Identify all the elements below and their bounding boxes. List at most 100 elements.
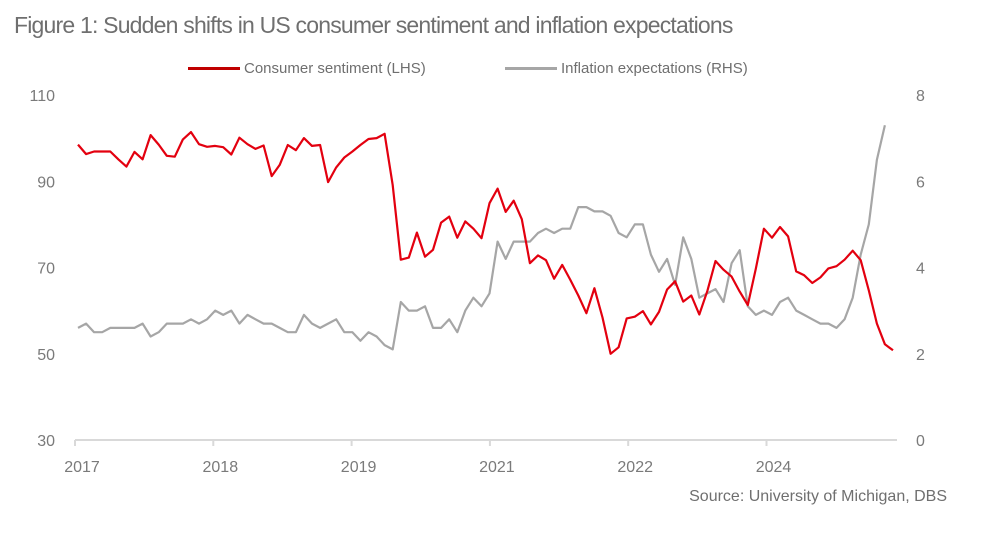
inflation-point	[149, 335, 151, 337]
inflation-point	[521, 240, 523, 242]
inflation-point	[626, 236, 628, 238]
inflation-point	[827, 322, 829, 324]
x-tick-label: 2022	[617, 459, 653, 476]
inflation-point	[93, 331, 95, 333]
sentiment-point	[706, 290, 708, 292]
inflation-point	[85, 322, 87, 324]
inflation-point	[771, 314, 773, 316]
sentiment-point	[634, 315, 636, 317]
sentiment-point	[109, 150, 111, 152]
sentiment-point	[400, 259, 402, 261]
sentiment-point	[246, 143, 248, 145]
inflation-point	[303, 314, 305, 316]
sentiment-point	[287, 144, 289, 146]
sentiment-point	[513, 199, 515, 201]
inflation-point	[311, 322, 313, 324]
inflation-point	[843, 318, 845, 320]
sentiment-point	[480, 237, 482, 239]
inflation-point	[529, 240, 531, 242]
sentiment-point	[182, 138, 184, 140]
inflation-point	[214, 309, 216, 311]
sentiment-point	[190, 131, 192, 133]
sentiment-point	[93, 150, 95, 152]
sentiment-point	[117, 158, 119, 160]
sentiment-point	[214, 145, 216, 147]
inflation-point	[295, 331, 297, 333]
sentiment-point	[561, 264, 563, 266]
inflation-point	[166, 322, 168, 324]
y-right-tick-label: 2	[916, 347, 925, 364]
sentiment-point	[141, 158, 143, 160]
sentiment-point	[351, 150, 353, 152]
inflation-point	[351, 331, 353, 333]
sentiment-point	[416, 231, 418, 233]
sentiment-point	[868, 289, 870, 291]
inflation-point	[674, 284, 676, 286]
y-left-tick-label: 90	[37, 174, 55, 191]
sentiment-point	[803, 274, 805, 276]
inflation-point	[109, 327, 111, 329]
inflation-point	[335, 318, 337, 320]
legend-line-gray-icon	[505, 67, 557, 70]
y-left-tick-label: 70	[37, 261, 55, 278]
inflation-point	[884, 124, 886, 126]
legend-line-red-icon	[188, 67, 240, 70]
sentiment-point	[440, 221, 442, 223]
sentiment-point	[166, 155, 168, 157]
inflation-point	[198, 322, 200, 324]
sentiment-point	[383, 133, 385, 135]
sentiment-point	[432, 249, 434, 251]
sentiment-point	[690, 294, 692, 296]
inflation-point	[819, 322, 821, 324]
sentiment-point	[77, 143, 79, 145]
inflation-point	[327, 322, 329, 324]
inflation-point	[851, 296, 853, 298]
sentiment-point	[811, 282, 813, 284]
inflation-point	[77, 327, 79, 329]
sentiment-point	[851, 249, 853, 251]
inflation-point	[440, 327, 442, 329]
inflation-point	[222, 314, 224, 316]
inflation-point	[642, 223, 644, 225]
inflation-point	[270, 322, 272, 324]
sentiment-point	[270, 175, 272, 177]
inflation-point	[803, 314, 805, 316]
sentiment-point	[504, 211, 506, 213]
inflation-point	[230, 309, 232, 311]
sentiment-point	[488, 202, 490, 204]
inflation-point	[714, 288, 716, 290]
sentiment-point	[682, 300, 684, 302]
inflation-point	[279, 327, 281, 329]
y-left-tick-label: 30	[37, 433, 55, 450]
y-right-tick-label: 6	[916, 174, 925, 191]
inflation-point	[432, 327, 434, 329]
inflation-point	[262, 322, 264, 324]
sentiment-point	[174, 155, 176, 157]
sentiment-point	[617, 346, 619, 348]
sentiment-point	[157, 143, 159, 145]
inflation-point	[408, 309, 410, 311]
inflation-point	[537, 232, 539, 234]
y-right-tick-label: 0	[916, 433, 925, 450]
sentiment-point	[755, 268, 757, 270]
sentiment-point	[85, 153, 87, 155]
sentiment-point	[303, 137, 305, 139]
sentiment-point	[537, 254, 539, 256]
sentiment-point	[408, 256, 410, 258]
sentiment-point	[279, 164, 281, 166]
inflation-point	[125, 327, 127, 329]
y-left-tick-label: 110	[29, 88, 55, 105]
sentiment-point	[650, 323, 652, 325]
sentiment-point	[198, 143, 200, 145]
sentiment-point	[295, 149, 297, 151]
sentiment-point	[819, 276, 821, 278]
sentiment-point	[553, 278, 555, 280]
inflation-point	[698, 296, 700, 298]
inflation-point	[577, 206, 579, 208]
inflation-point	[835, 327, 837, 329]
sentiment-point	[827, 267, 829, 269]
sentiment-point	[392, 184, 394, 186]
inflation-point	[488, 292, 490, 294]
sentiment-point	[529, 262, 531, 264]
